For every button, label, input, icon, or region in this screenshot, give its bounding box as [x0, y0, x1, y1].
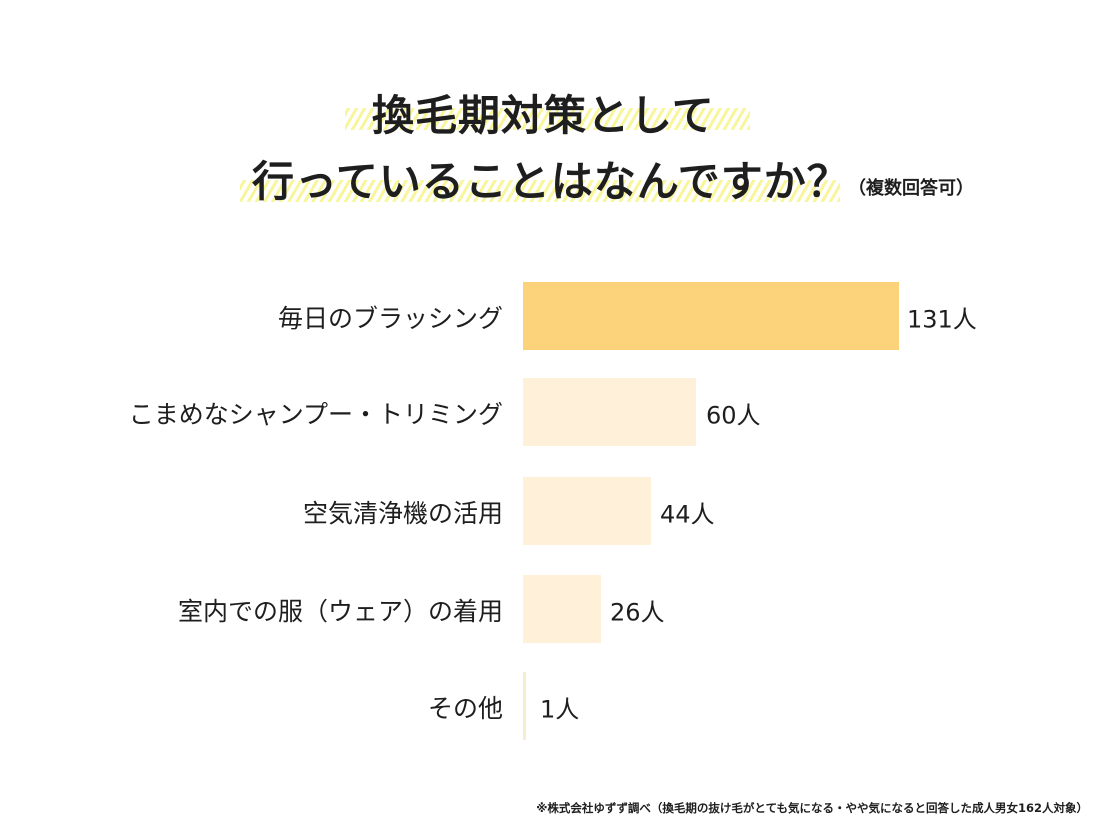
category-label: 室内での服（ウェア）の着用 — [177, 597, 503, 626]
chart-row: その他 1人 — [0, 672, 1100, 742]
source-footnote: ※株式会社ゆずず調べ（換毛期の抜け毛がとても気になる・やや気になると回答した成人… — [536, 801, 1088, 815]
value-label: 1人 — [540, 695, 580, 724]
category-label: 毎日のブラッシング — [277, 304, 503, 333]
bar — [523, 672, 526, 740]
chart-row: 室内での服（ウェア）の着用 26人 — [0, 575, 1100, 645]
category-label: 空気清浄機の活用 — [302, 499, 503, 528]
value-label: 131人 — [907, 305, 977, 334]
multiple-answer-note: （複数回答可） — [848, 178, 974, 199]
title-highlight-1 — [345, 108, 750, 130]
chart-row: 空気清浄機の活用 44人 — [0, 477, 1100, 547]
title-highlight-2 — [240, 180, 840, 202]
bar — [523, 575, 601, 643]
bar — [523, 477, 651, 545]
chart-row: 毎日のブラッシング 131人 — [0, 282, 1100, 352]
chart-title-line-1: 換毛期対策として — [372, 91, 715, 140]
bar — [523, 378, 696, 446]
category-label: こまめなシャンプー・トリミング — [128, 400, 503, 429]
bar — [523, 282, 899, 350]
category-label: その他 — [427, 694, 503, 723]
chart-title-line-2: 行っていることはなんですか？ — [252, 157, 850, 206]
value-label: 60人 — [706, 401, 761, 430]
value-label: 26人 — [610, 598, 665, 627]
value-label: 44人 — [660, 500, 715, 529]
chart-row: こまめなシャンプー・トリミング 60人 — [0, 378, 1100, 448]
